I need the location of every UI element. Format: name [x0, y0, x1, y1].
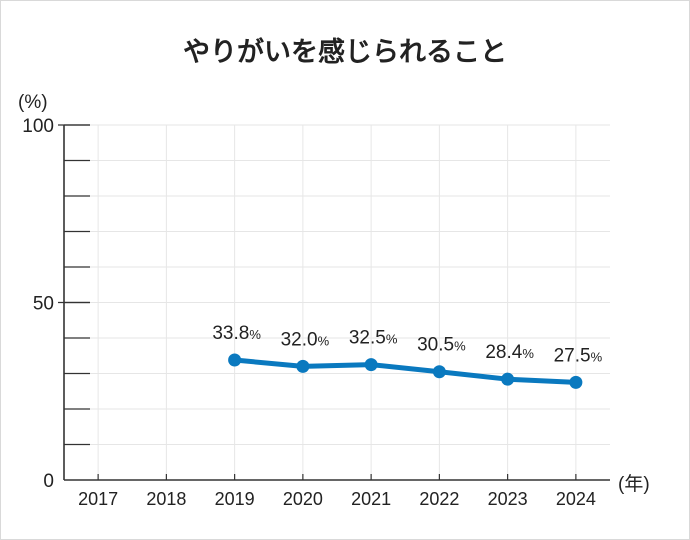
y-axis-label: (%)	[18, 92, 48, 113]
data-point	[501, 372, 515, 386]
x-tick-label: 2019	[215, 489, 255, 509]
data-label: 33.8%	[212, 323, 261, 344]
x-tick-label: 2020	[283, 489, 323, 509]
x-tick-label: 2018	[146, 489, 186, 509]
y-tick-label: 100	[22, 116, 54, 137]
data-label: 30.5%	[417, 335, 466, 356]
x-tick-label: 2017	[78, 489, 118, 509]
chart-title: やりがいを感じられること	[183, 37, 507, 68]
y-tick-label: 50	[33, 294, 54, 315]
axis-ticks: 2017 2018 2019 2020 2021 2022 2023 2024 0 50 100	[22, 116, 596, 509]
data-label: 32.0%	[281, 329, 330, 350]
y-tick-label: 0	[43, 471, 54, 492]
data-label: 32.5%	[349, 328, 398, 349]
grid-lines	[64, 124, 610, 480]
x-axis-label: (年)	[618, 473, 650, 495]
x-tick-label: 2022	[419, 489, 459, 509]
x-tick-label: 2024	[556, 489, 596, 509]
data-label: 28.4%	[485, 342, 534, 363]
data-point	[569, 375, 583, 389]
series: 33.8% 32.0% 32.5% 30.5% 28.4% 27.5%	[212, 323, 603, 389]
x-tick-label: 2021	[351, 489, 391, 509]
data-label: 27.5%	[554, 345, 603, 366]
data-point	[228, 353, 242, 367]
data-point	[296, 359, 310, 373]
data-point	[364, 358, 378, 372]
x-tick-label: 2023	[488, 489, 528, 509]
series-line	[232, 357, 579, 385]
data-point	[432, 365, 446, 379]
